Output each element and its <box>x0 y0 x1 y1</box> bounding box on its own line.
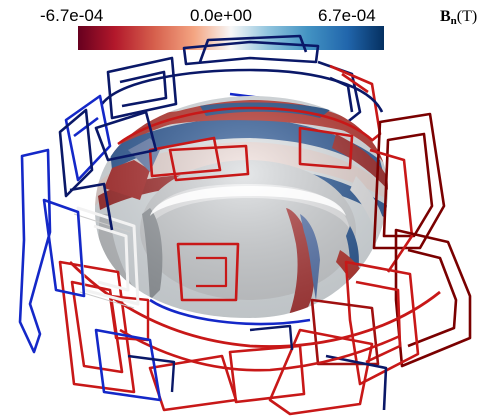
torus-inner-hole <box>150 186 346 216</box>
coil-bottom-ring-red <box>69 261 441 348</box>
coil-right-red-lower <box>344 260 420 386</box>
colorbar-title-unit: (T) <box>456 8 478 25</box>
coil-front-top-left-red <box>148 136 222 178</box>
coil-front-top-left-navy <box>94 110 158 162</box>
coil-left-blue-mid <box>42 198 86 298</box>
coil-front-top-ring-red <box>117 106 373 146</box>
coil-bottom-right-red <box>268 328 374 416</box>
colorbar-title-symbol: B <box>440 8 451 25</box>
colorbar-title: Bn(T) <box>440 8 477 27</box>
coil-left-navy-mid <box>69 182 114 231</box>
torus-surface <box>95 96 388 318</box>
coil-bottom-right-navy <box>325 354 388 411</box>
coil-right-red-upper <box>369 148 414 273</box>
coil-back-left-blue <box>64 94 112 182</box>
back-coils <box>58 34 384 198</box>
coil-left-blue-lower <box>94 328 162 402</box>
coil-bottom-blue-ring <box>149 298 311 326</box>
coil-bottom-center-red2 <box>196 256 228 288</box>
coil-bottom-navy-small <box>249 324 294 351</box>
coil-bottom-center-red <box>176 242 240 302</box>
coil-back-top-navy <box>182 40 320 66</box>
coil-left-white-outline <box>73 213 135 309</box>
coil-bottom-mid-red2 <box>228 344 306 404</box>
colorbar-title-subscript: n <box>450 15 457 27</box>
coil-back-left-navy2 <box>58 108 94 198</box>
coil-back-ring-navy <box>100 68 384 113</box>
coil-bottom-ring-red2 <box>119 328 401 372</box>
coil-right-dark-red-lower <box>394 228 472 368</box>
colorbar-mid-label: 0.0e+00 <box>190 6 252 25</box>
coil-left-red-large <box>58 260 136 394</box>
colorbar-max-label: 6.7e-04 <box>318 6 376 25</box>
coil-left-blue-tall <box>18 148 52 354</box>
coil-front-top-right-red <box>298 126 354 170</box>
colorbar-min-label: -6.7e-04 <box>40 6 104 25</box>
coil-back-left-navy <box>106 56 178 120</box>
coil-front-top-mid-red <box>168 144 250 182</box>
coil-bottom-left-navy <box>127 354 176 393</box>
coil-right-dark-red-tall <box>372 112 446 250</box>
coil-bottom-mid-red <box>148 354 238 412</box>
front-coils <box>18 106 472 416</box>
coil-back-top2-navy <box>198 34 308 63</box>
